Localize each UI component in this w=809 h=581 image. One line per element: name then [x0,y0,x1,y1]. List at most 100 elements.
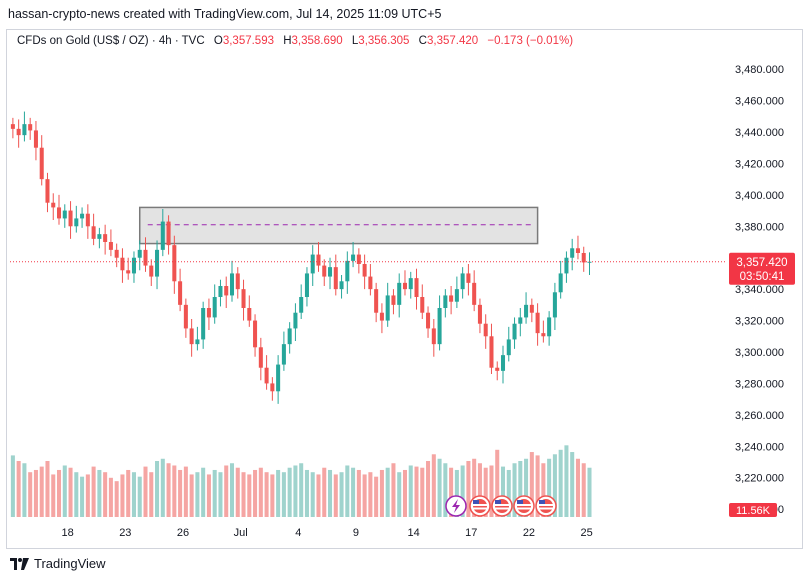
candle-body [512,323,517,340]
y-tick-label: 3,420.000 [735,158,784,170]
candle-body [195,339,200,345]
candle-body [270,383,275,392]
candle-body [160,221,165,250]
volume-bar [489,465,494,517]
candle-body [201,308,206,340]
volume-bar [426,461,431,517]
volume-bar [108,477,113,517]
candle-body [339,281,344,290]
ohlc-legend: CFDs on Gold (US$ / OZ) · 4h · TVC O3,35… [17,35,573,47]
volume-bar [131,472,136,517]
volume-bar [402,469,407,517]
candle-body [39,147,44,180]
volume-bar [149,472,154,517]
us-flag-event-icon [535,495,557,517]
candle-body [368,276,373,290]
candle-body [235,273,240,290]
candle-body [51,202,56,208]
candle-body [391,295,396,305]
volume-bar [397,472,402,517]
candle-body [316,254,321,266]
us-flag-event-icon [491,495,513,517]
y-tick-label: 3,400.000 [735,190,784,202]
candle-body [281,344,286,365]
candle-body [322,265,327,277]
volume-bar [137,476,142,517]
volume-bar [339,472,344,517]
x-tick-label: 14 [408,527,420,539]
candle-body [374,289,379,313]
symbol-label[interactable]: CFDs on Gold (US$ / OZ) · 4h · TVC [17,35,205,47]
candle-body [454,289,459,302]
candle-body [460,273,465,290]
volume-bar [258,467,263,517]
volume-bar [241,472,246,517]
candle-body [529,304,534,313]
volume-bar [62,465,67,517]
volume-bar [368,472,373,517]
open-value: 3,357.593 [222,35,274,47]
volume-bar [351,467,356,517]
volume-bar [564,445,569,517]
candle-body [293,312,298,329]
volume-bar [206,474,211,517]
candle-body [489,336,494,368]
candle-body [224,286,229,296]
candle-body [131,257,136,274]
volume-bar [529,452,534,517]
candle-body [103,234,108,242]
volume-bar [212,469,217,517]
volume-bar [581,463,586,517]
volume-bar [483,467,488,517]
volume-bar [270,474,275,517]
volume-bar [477,463,482,517]
candle-body [564,257,569,274]
candle-body [552,292,557,318]
candle-body [431,328,436,345]
volume-bar [276,469,281,517]
volume-bar [189,474,194,517]
volume-bar [247,474,252,517]
volume-bar [155,461,160,517]
candle-body [137,249,142,258]
volume-bar [114,481,119,517]
volume-bar [374,476,379,517]
volume-bar [472,458,477,517]
volume-bar [253,469,258,517]
volume-bar [558,449,563,517]
candle-body [155,249,160,277]
volume-bar [39,466,44,517]
candle-body [408,278,413,290]
candle-body [420,297,425,313]
chart-title: hassan-crypto-news created with TradingV… [8,7,442,21]
candle-body [264,367,269,384]
volume-bar [229,463,235,517]
lightning-event-icon [445,495,467,517]
candle-body [229,273,235,296]
x-tick-label: 17 [465,527,477,539]
candle-body [206,308,211,318]
y-tick-label: 3,440.000 [735,127,784,139]
candle-body [541,333,546,337]
volume-bar [437,458,442,517]
candle-body [80,213,85,219]
y-tick-label: 3,240.000 [735,441,784,453]
x-tick-label: 9 [353,527,359,539]
volume-bar [524,458,529,517]
candle-body [120,257,125,271]
candle-body [397,282,402,305]
volume-bar [103,472,108,517]
candle-body [310,254,315,274]
volume-bar [195,472,200,517]
candle-body [524,304,529,318]
candle-body [362,264,367,277]
candle-body [178,281,183,305]
candle-body [253,320,258,348]
candle-body [287,328,292,345]
price-tag [729,252,795,285]
candle-body [414,278,419,297]
candle-body [379,312,384,321]
candle-body [114,249,119,258]
candle-body [62,210,67,219]
